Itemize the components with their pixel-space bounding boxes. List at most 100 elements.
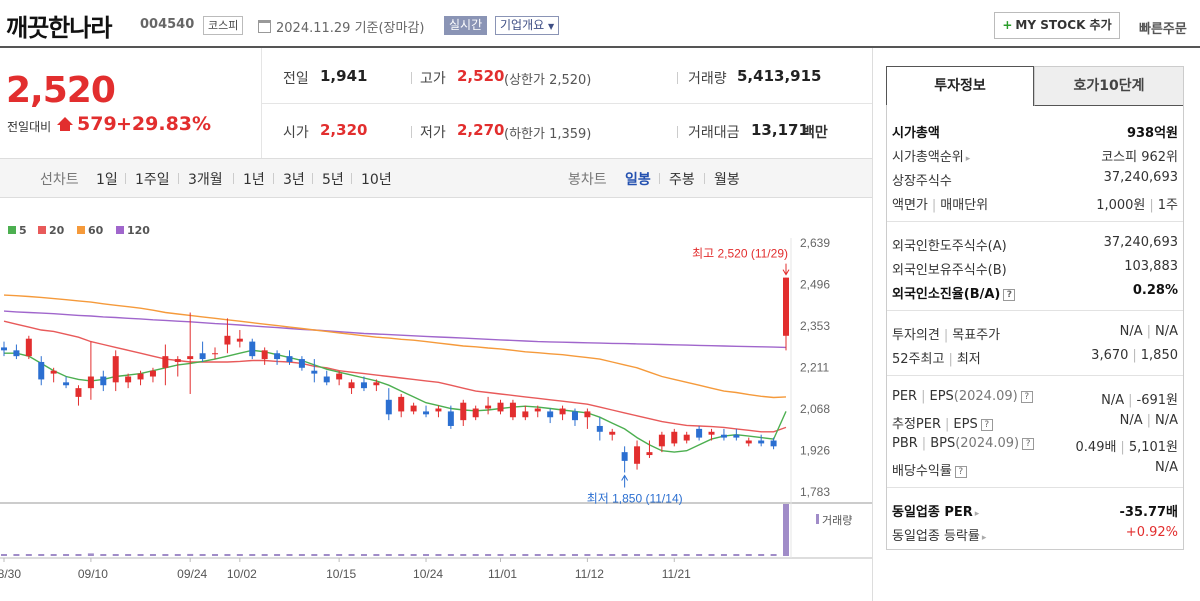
- help-icon[interactable]: ?: [1020, 391, 1033, 403]
- target-label: 목표주가: [952, 328, 1001, 343]
- candle-body: [646, 452, 653, 456]
- add-my-stock-button[interactable]: + MY STOCK 추가: [994, 12, 1120, 39]
- volume-label: 거래량: [688, 71, 727, 87]
- candle-body: [224, 335, 231, 345]
- candle-body: [25, 338, 32, 357]
- period-10y[interactable]: 10년: [361, 172, 392, 188]
- price-chart[interactable]: 2,639 2,496 2,353 2,211 2,068 1,926 1,783 08/30…: [0, 198, 872, 601]
- candle-body: [733, 434, 740, 438]
- candle-monthly[interactable]: 월봉: [714, 172, 740, 188]
- candle-body: [584, 411, 591, 418]
- company-overview-dropdown[interactable]: 기업개요 ▼: [495, 16, 560, 35]
- x-tick-label: 10/24: [413, 567, 443, 581]
- candle-body: [261, 350, 268, 360]
- volume-bar: [13, 554, 20, 556]
- cap-rank-link[interactable]: 시가총액순위 ▸: [892, 146, 970, 165]
- candle-body: [435, 408, 442, 412]
- investment-info-box: [886, 105, 1184, 550]
- candle-daily[interactable]: 일봉: [625, 172, 651, 188]
- candle-body: [423, 411, 430, 415]
- period-3m[interactable]: 3개월: [188, 172, 223, 188]
- candle-body: [63, 382, 70, 386]
- chevron-down-icon: ▼: [548, 22, 555, 31]
- trade-unit-label: 매매단위: [940, 198, 989, 213]
- help-icon[interactable]: ?: [980, 419, 993, 431]
- x-tick-label: 11/01: [488, 567, 517, 581]
- lower-limit: (하한가 1,359): [504, 127, 592, 142]
- bps-year: (2024.09): [955, 436, 1020, 451]
- help-icon[interactable]: ?: [1022, 438, 1035, 450]
- period-3y[interactable]: 3년: [283, 172, 305, 188]
- volume-bar: [658, 554, 665, 556]
- candle-body: [298, 359, 305, 368]
- candle-weekly[interactable]: 주봉: [669, 172, 695, 188]
- y-tick-label: 2,068: [800, 402, 830, 416]
- divider: |: [948, 352, 953, 367]
- industry-per-link[interactable]: 동일업종 PER ▸: [892, 501, 979, 520]
- help-icon[interactable]: ?: [1003, 289, 1016, 301]
- help-icon[interactable]: ?: [954, 466, 967, 478]
- volume-bar: [609, 554, 616, 556]
- est-eps-label: EPS: [953, 417, 978, 432]
- quick-order-button[interactable]: 빠른주문: [1139, 22, 1187, 37]
- volume-bar: [398, 554, 405, 556]
- period-1d[interactable]: 1일: [96, 172, 118, 188]
- est-per-row: 추정PER | EPS?: [892, 413, 993, 432]
- legend-swatch-ma120: [116, 226, 124, 234]
- industry-rate-value: +0.92%: [1125, 525, 1178, 540]
- candle-body: [274, 353, 281, 360]
- candle-body: [50, 370, 57, 374]
- foreign-rate-label: 외국인소진율(B/A): [892, 287, 1001, 302]
- candle-body: [100, 376, 107, 386]
- x-tick-label: 10/02: [227, 567, 257, 581]
- industry-rate-link[interactable]: 동일업종 등락률 ▸: [892, 525, 986, 544]
- cap-rank-label: 시가총액순위: [892, 150, 964, 165]
- candle-body: [162, 356, 169, 368]
- candle-body: [658, 434, 665, 447]
- volume-bar: [149, 554, 156, 556]
- high-label: 고가: [420, 71, 446, 87]
- candle-body: [348, 382, 355, 389]
- volume-bar: [187, 553, 194, 556]
- toolbar-divider: [659, 173, 660, 184]
- info-divider: [887, 310, 1183, 311]
- divider: |: [921, 436, 927, 451]
- pbr-value: 0.49배: [1075, 440, 1117, 455]
- volume-bar: [50, 554, 57, 556]
- shares-label: 상장주식수: [892, 174, 952, 189]
- volume-bar: [472, 554, 479, 556]
- period-5y[interactable]: 5년: [322, 172, 344, 188]
- est-eps-value: N/A: [1155, 413, 1178, 428]
- up-arrow-icon-stem: [60, 125, 70, 131]
- y-tick-label: 1,926: [800, 443, 830, 457]
- foreign-hold-value: 103,883: [1124, 259, 1178, 274]
- period-1w[interactable]: 1주일: [135, 172, 170, 188]
- candle-body: [460, 402, 467, 421]
- toolbar-divider: [273, 173, 274, 184]
- realtime-button[interactable]: 실시간: [444, 16, 488, 35]
- opinion-value: N/A: [1119, 324, 1143, 339]
- volume-bar: [274, 554, 281, 556]
- w52-low-value: 1,850: [1140, 348, 1178, 363]
- volume-bar: [621, 554, 628, 556]
- toolbar-divider: [351, 173, 352, 184]
- volume-bar: [770, 554, 777, 556]
- divider: |: [943, 328, 949, 343]
- tab-orderbook[interactable]: 호가10단계: [1034, 66, 1184, 106]
- candle-body: [559, 408, 566, 415]
- candle-body: [571, 411, 578, 421]
- candle-body: [336, 373, 343, 380]
- face-value-label: 액면가: [892, 198, 928, 213]
- toolbar-divider: [233, 173, 234, 184]
- dividend-row: 배당수익률?: [892, 460, 967, 479]
- period-1y[interactable]: 1년: [243, 172, 265, 188]
- volume-bar: [758, 554, 765, 556]
- volume-bar: [423, 554, 430, 556]
- w52-high-label: 52주최고: [892, 352, 945, 367]
- volume-bar: [100, 554, 107, 556]
- volume-bar: [236, 554, 243, 556]
- volume-bar: [435, 554, 442, 556]
- tab-investment-info[interactable]: 투자정보: [886, 66, 1034, 106]
- legend-swatch-ma5: [8, 226, 16, 234]
- volume-bar: [224, 554, 231, 556]
